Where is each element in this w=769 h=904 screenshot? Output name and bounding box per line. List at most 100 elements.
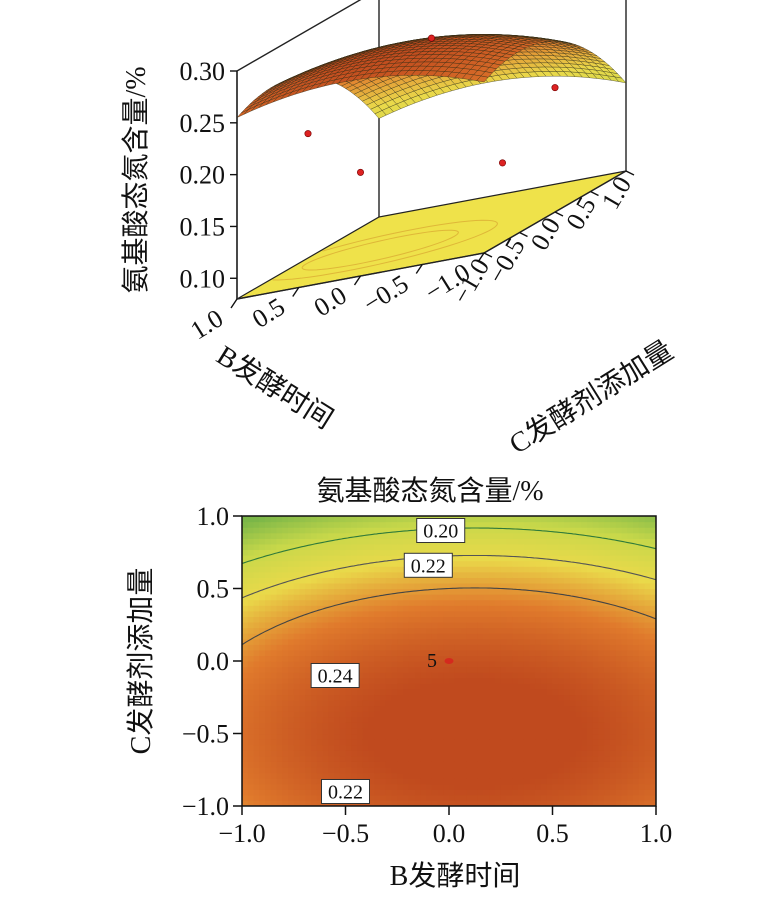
contour-cell [564, 621, 571, 629]
contour-cell [489, 543, 496, 551]
contour-cell [500, 543, 508, 551]
contour-cell [357, 599, 364, 606]
contour-cell [592, 621, 600, 629]
contour-cell [311, 644, 318, 651]
contour-cell [615, 778, 623, 785]
contour-cell [454, 655, 462, 662]
contour-cell [420, 543, 427, 551]
contour-cell [575, 610, 582, 617]
contour-cell [357, 688, 364, 696]
contour-cell [242, 716, 249, 723]
contour-cell [339, 527, 347, 534]
contour-cell [460, 633, 467, 640]
contour-y-tick-label: −1.0 [182, 792, 229, 821]
contour-cell [380, 633, 387, 640]
contour-cell [270, 560, 278, 567]
contour-cell [431, 794, 439, 802]
contour-cell [357, 582, 364, 590]
contour-cell [569, 766, 577, 774]
contour-cell [288, 633, 295, 640]
contour-cell [293, 727, 301, 735]
contour-cell [334, 694, 341, 701]
contour-cell [247, 772, 255, 779]
contour-cell [426, 627, 433, 634]
contour-cell [403, 666, 410, 673]
contour-cell [259, 566, 266, 573]
contour-cell [598, 605, 605, 612]
contour-cell [523, 649, 531, 657]
contour-cell [523, 621, 531, 629]
contour-cell [334, 716, 341, 723]
contour-cell [564, 755, 571, 762]
contour-cell [529, 783, 536, 790]
contour-cell [644, 649, 651, 657]
contour-cell [288, 711, 295, 718]
contour-cell [633, 582, 640, 590]
contour-cell [627, 761, 634, 768]
contour-cell [270, 644, 278, 651]
contour-cell [431, 766, 439, 774]
contour-cell [558, 789, 565, 796]
contour-cell [368, 516, 375, 523]
contour-cell [627, 744, 634, 751]
contour-label: 0.22 [321, 779, 370, 804]
contour-cell [466, 655, 473, 662]
contour-cell [472, 666, 479, 673]
contour-cell [380, 761, 387, 768]
contour-cell [397, 571, 404, 578]
contour-cell [414, 705, 421, 712]
contour-cell [247, 700, 255, 707]
contour-cell [311, 716, 318, 723]
contour-cell [437, 800, 444, 806]
contour-cell [339, 621, 347, 629]
contour-cell [345, 549, 352, 556]
contour-cell [403, 761, 410, 768]
contour-cell [334, 560, 341, 567]
contour-cell [633, 543, 640, 551]
contour-cell [443, 616, 450, 623]
contour-cell [598, 800, 605, 806]
contour-cell [397, 633, 404, 640]
contour-cell [316, 621, 324, 629]
contour-cell [506, 594, 513, 601]
contour-cell [518, 683, 525, 690]
contour-cell [339, 755, 347, 762]
contour-cell [569, 739, 577, 746]
contour-cell [558, 616, 565, 623]
contour-cell [598, 672, 605, 679]
contour-cell [265, 800, 272, 806]
contour-cell [466, 700, 473, 707]
contour-cell [420, 761, 427, 768]
contour-x-tick-label: 1.0 [640, 819, 673, 848]
contour-cell [581, 711, 588, 718]
surface-design-point [356, 168, 364, 176]
contour-cell [374, 661, 381, 668]
contour-cell [408, 700, 416, 707]
contour-cell [368, 560, 375, 567]
contour-cell [581, 772, 588, 779]
contour-cell [454, 644, 462, 651]
contour-cell [299, 666, 306, 673]
contour-cell [541, 683, 548, 690]
contour-cell [483, 555, 490, 562]
contour-cell [523, 633, 531, 640]
contour-cell [345, 694, 352, 701]
contour-cell [357, 716, 364, 723]
contour-cell [558, 610, 565, 617]
contour-cell [403, 582, 410, 590]
contour-cell [368, 571, 375, 578]
contour-cell [460, 800, 467, 806]
contour-cell [650, 560, 656, 567]
contour-cell [357, 755, 364, 762]
contour-cell [610, 621, 617, 629]
contour-cell [357, 594, 364, 601]
contour-cell [443, 800, 450, 806]
contour-cell [247, 627, 255, 634]
contour-cell [368, 538, 375, 545]
contour-cell [397, 755, 404, 762]
contour-cell [615, 621, 623, 629]
contour-cell [604, 582, 611, 590]
contour-cell [437, 633, 444, 640]
contour-cell [541, 666, 548, 673]
contour-cell [627, 577, 634, 584]
